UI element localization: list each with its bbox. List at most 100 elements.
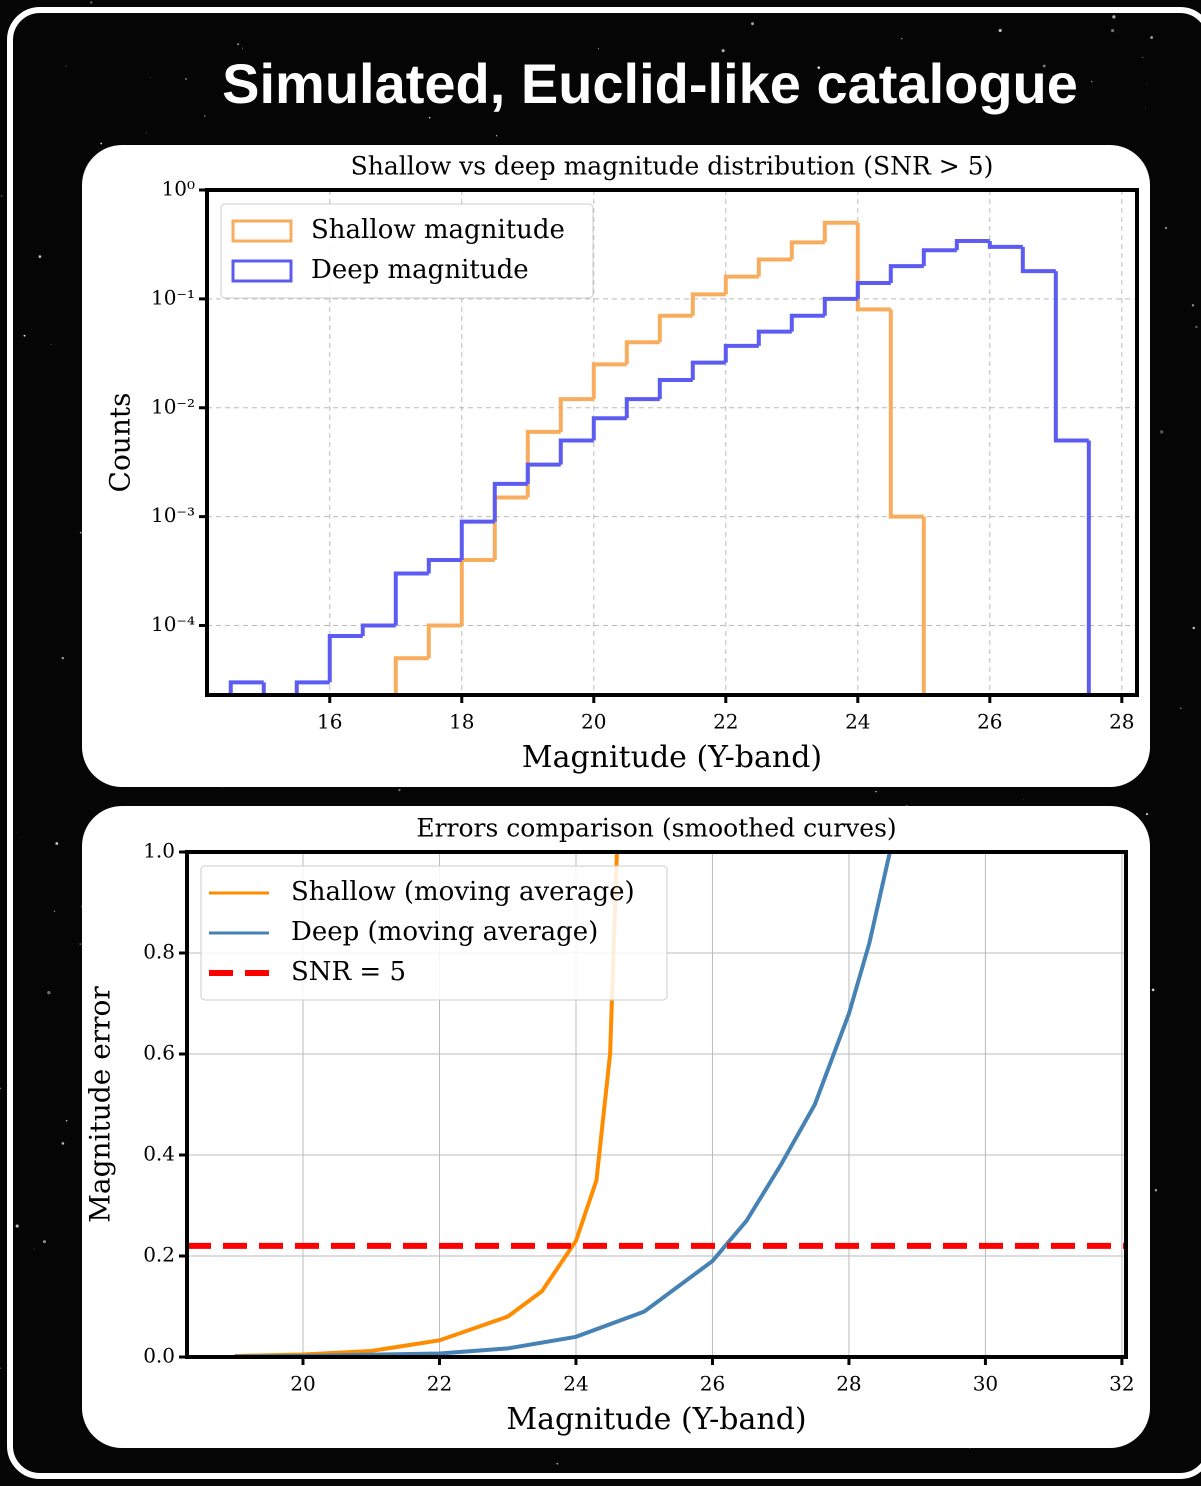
star [597,48,599,50]
star [751,22,754,26]
y-tick-label: 0.0 [143,1344,175,1368]
star [1192,626,1195,630]
star [97,147,99,149]
star [398,788,401,792]
histogram-step [723,343,759,363]
chart-title: Errors comparison (smoothed curves) [416,814,896,843]
star [1111,29,1115,33]
histogram-step [624,397,660,419]
star [1142,56,1144,58]
star [1023,798,1024,800]
x-tick-label: 20 [290,1372,315,1396]
histogram-step [756,329,792,346]
star [222,786,224,788]
x-tick-label: 22 [713,710,738,734]
histogram-step [525,462,561,484]
star [1144,107,1146,109]
histogram-step [492,481,528,522]
star [0,1367,1,1369]
histogram-step [426,623,462,659]
legend-label: Deep magnitude [311,255,529,285]
plot-frame [185,850,1128,1359]
star [100,142,103,145]
chart: 10⁰ 10⁻¹ 10⁻² 10⁻³ 10⁻⁴ 16 18 20 22 24 26 28 Shallow… [104,152,1139,775]
star [241,47,243,49]
star [61,1142,65,1145]
histogram-step [624,340,660,365]
star [1159,430,1164,434]
histogram-step [294,680,330,695]
star [90,1,93,4]
histogram-step [789,313,825,332]
star [998,28,1002,33]
histogram-step [459,519,495,560]
histogram-step [756,257,792,277]
y-tick-label: 10⁰ [162,177,195,201]
star [1151,988,1155,992]
star [47,990,51,995]
y-tick-label: 10⁻⁴ [151,612,195,636]
star [1150,36,1153,39]
histogram-step [1086,440,1122,695]
star [1154,1188,1158,1192]
star [150,77,151,78]
frame [7,7,1201,1479]
x-tick-label: 28 [836,1372,861,1396]
histogram-step [558,397,594,432]
x-tick-label: 18 [449,710,474,734]
histogram-step [690,292,726,316]
line [234,852,892,1357]
star [146,132,148,133]
legend-swatch [231,219,293,243]
x-tick-label: 26 [977,710,1002,734]
star [42,1240,46,1244]
star [1164,226,1167,230]
y-tick-label: 10⁻³ [151,503,195,527]
histogram-step [261,682,297,695]
x-tick-label: 20 [581,710,606,734]
y-tick-label: 0.4 [143,1142,175,1166]
histogram-step [855,222,891,312]
star [33,1248,35,1250]
star [1180,707,1182,710]
star [1052,75,1054,77]
chart: 0.0 0.2 0.4 0.6 0.8 1.0 20 22 24 26 28 30 32 Errors c… [84,814,1135,1438]
star [721,49,725,53]
star [15,1224,19,1228]
star [237,43,240,46]
x-tick-label: 30 [973,1372,998,1396]
star [17,831,18,833]
histogram-step [1053,271,1089,443]
x-tick-label: 28 [1109,710,1134,734]
histogram-step [888,264,924,283]
y-tick-label: 1.0 [143,839,175,863]
x-tick-label: 24 [563,1372,588,1396]
star [65,1119,68,1122]
x-tick-label: 26 [700,1372,725,1396]
star [204,115,206,117]
histogram-step [393,656,429,695]
y-tick-label: 0.6 [143,1041,175,1065]
plot-area [187,852,1126,1357]
y-axis-label: Counts [104,393,137,493]
star [61,657,64,660]
histogram-step [657,313,693,343]
plot-area [228,220,1122,695]
histogram-step [822,296,858,316]
histogram-step [591,362,627,400]
star [79,531,82,534]
histogram-step [987,241,1023,249]
y-axis-label: Magnitude error [84,986,117,1223]
chart-title: Shallow vs deep magnitude distribution (… [351,152,994,181]
star [875,790,877,793]
y-tick-label: 0.8 [143,940,175,964]
star [0,1087,2,1090]
histogram-step [360,623,396,637]
histogram-step [822,220,858,243]
star [184,77,187,80]
star [65,65,67,67]
panel [82,145,1150,787]
star [1145,812,1149,816]
